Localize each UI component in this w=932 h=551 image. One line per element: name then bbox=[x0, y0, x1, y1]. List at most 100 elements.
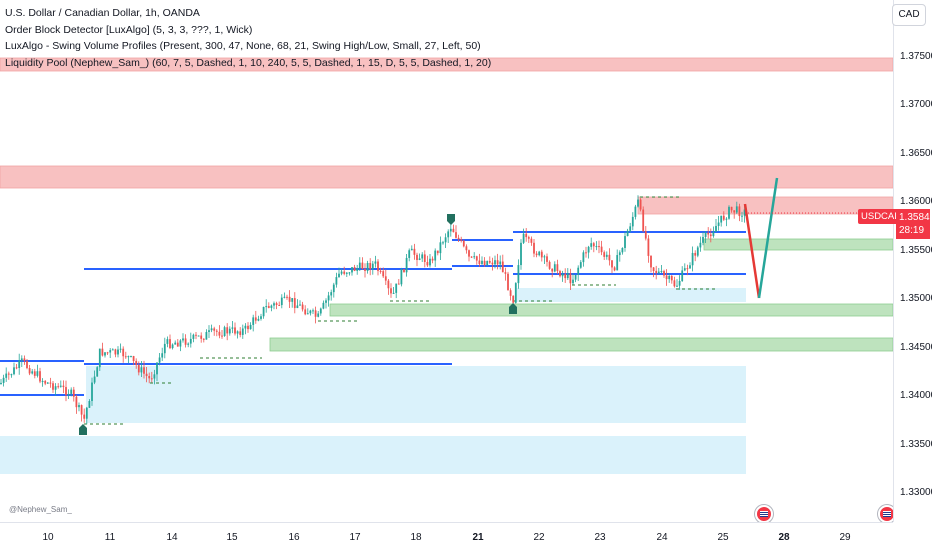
symbol-tag: USDCAD bbox=[858, 209, 905, 224]
candle-body bbox=[93, 376, 96, 383]
indicator-order-block[interactable]: Order Block Detector [LuxAlgo] (5, 3, 3,… bbox=[5, 23, 253, 36]
candle-body bbox=[369, 262, 372, 270]
candle-body bbox=[496, 260, 499, 265]
chart-legend: U.S. Dollar / Canadian Dollar, 1h, OANDA… bbox=[5, 5, 491, 71]
candle-body bbox=[210, 328, 213, 331]
candle-body bbox=[104, 352, 106, 356]
demand-zone bbox=[703, 238, 893, 251]
candle-body bbox=[387, 280, 390, 289]
price-axis[interactable]: 1.37500 1.37000 1.36500 1.36000 1.35500 … bbox=[893, 0, 932, 522]
candle-body bbox=[187, 343, 190, 345]
candle-body bbox=[358, 262, 361, 269]
candle-body bbox=[309, 310, 312, 314]
candle-body bbox=[730, 206, 733, 211]
candle-body bbox=[26, 360, 28, 369]
candle-body bbox=[613, 267, 616, 271]
symbol-title[interactable]: U.S. Dollar / Canadian Dollar, 1h, OANDA bbox=[5, 7, 200, 19]
level-lines bbox=[0, 231, 746, 396]
supply-zone bbox=[637, 196, 893, 215]
candle-body bbox=[579, 262, 582, 268]
candle-body bbox=[13, 367, 15, 375]
time-axis[interactable]: 10 11 14 15 16 17 18 21 22 23 24 25 28 2… bbox=[0, 522, 893, 551]
price-tick: 1.37500 bbox=[900, 51, 932, 62]
candle-body bbox=[382, 271, 385, 277]
candle-body bbox=[431, 258, 434, 261]
candle-body bbox=[491, 262, 494, 265]
candle-body bbox=[143, 367, 145, 374]
candle-body bbox=[130, 356, 132, 358]
candle-body bbox=[189, 338, 192, 344]
candle-body bbox=[483, 260, 486, 266]
candle-body bbox=[67, 393, 70, 396]
candle-body bbox=[340, 271, 343, 274]
currency-button[interactable]: CAD bbox=[892, 4, 926, 26]
candle-body bbox=[553, 264, 556, 272]
candle-body bbox=[468, 250, 470, 257]
candle-body bbox=[304, 309, 307, 315]
candle-body bbox=[717, 222, 720, 226]
candle-body bbox=[163, 343, 166, 354]
candle-body bbox=[241, 328, 244, 335]
candle-body bbox=[228, 328, 231, 334]
time-tick: 15 bbox=[226, 532, 238, 543]
chart-area[interactable]: U.S. Dollar / Canadian Dollar, 1h, OANDA… bbox=[0, 0, 893, 522]
candle-body bbox=[546, 256, 548, 262]
candle-body bbox=[278, 304, 281, 306]
swing-low-marker-icon bbox=[79, 424, 87, 435]
time-tick: 11 bbox=[104, 532, 116, 543]
us-flag-icon[interactable] bbox=[878, 505, 893, 522]
candle-body bbox=[91, 382, 93, 402]
candle-body bbox=[96, 367, 99, 377]
us-flag-icon[interactable] bbox=[755, 505, 773, 522]
price-chart[interactable] bbox=[0, 0, 893, 522]
time-tick: 10 bbox=[42, 532, 54, 543]
candle-body bbox=[741, 215, 743, 217]
candle-body bbox=[314, 310, 317, 317]
candle-body bbox=[699, 242, 702, 248]
candle-body bbox=[618, 252, 621, 256]
candle-body bbox=[457, 237, 460, 240]
candle-body bbox=[85, 407, 88, 419]
candle-body bbox=[379, 270, 382, 272]
candle-body bbox=[590, 243, 593, 247]
candle-body bbox=[283, 296, 286, 298]
candle-body bbox=[686, 268, 689, 270]
candle-body bbox=[23, 358, 26, 361]
candle-body bbox=[338, 273, 340, 278]
candle-body bbox=[582, 252, 585, 263]
projection-up-line bbox=[757, 177, 779, 299]
candle-body bbox=[57, 386, 60, 388]
candle-body bbox=[182, 338, 184, 341]
candle-body bbox=[200, 335, 203, 339]
candle-body bbox=[273, 303, 275, 306]
candle-body bbox=[423, 254, 426, 262]
candle-body bbox=[132, 356, 135, 361]
candle-body bbox=[598, 246, 600, 248]
candle-body bbox=[660, 271, 663, 273]
candle-body bbox=[140, 367, 143, 373]
candle-body bbox=[184, 338, 187, 345]
candlesticks bbox=[0, 195, 746, 425]
candle-body bbox=[509, 290, 512, 296]
candle-body bbox=[351, 267, 353, 273]
candle-body bbox=[5, 373, 8, 378]
indicator-swing-volume-profiles[interactable]: LuxAlgo - Swing Volume Profiles (Present… bbox=[5, 40, 481, 52]
candle-body bbox=[137, 365, 140, 373]
candle-body bbox=[564, 273, 567, 279]
candle-body bbox=[611, 260, 613, 268]
time-tick: 23 bbox=[594, 532, 606, 543]
candle-body bbox=[663, 271, 665, 276]
candle-body bbox=[39, 371, 41, 382]
candle-body bbox=[639, 199, 642, 210]
candle-body bbox=[559, 271, 561, 277]
candle-body bbox=[704, 232, 707, 237]
indicator-liquidity-pool[interactable]: Liquidity Pool (Nephew_Sam_) (60, 7, 5, … bbox=[5, 56, 492, 69]
candle-body bbox=[426, 261, 429, 266]
candle-body bbox=[681, 270, 684, 281]
candle-body bbox=[371, 263, 374, 270]
candle-body bbox=[689, 265, 691, 269]
candle-body bbox=[538, 251, 541, 256]
candle-body bbox=[530, 238, 533, 243]
candle-body bbox=[439, 242, 442, 254]
candle-body bbox=[595, 246, 598, 248]
